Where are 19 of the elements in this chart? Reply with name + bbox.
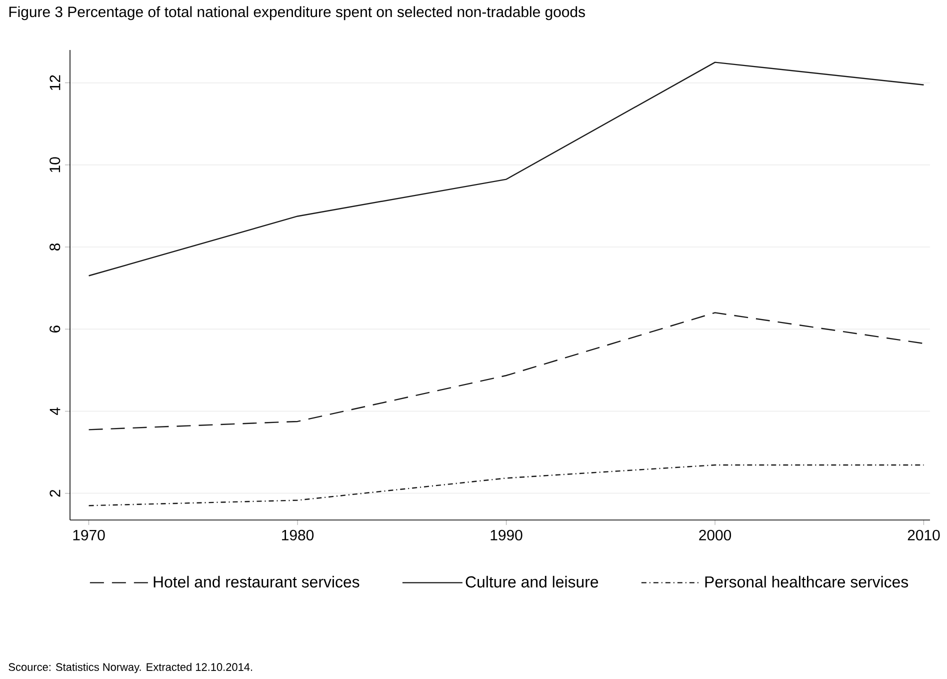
x-tick-label: 1970 xyxy=(73,530,105,540)
y-tick-label: 8 xyxy=(50,244,60,251)
x-tick-label: 1980 xyxy=(282,530,314,540)
y-tick-label: 10 xyxy=(50,157,60,172)
legend-label: Culture and leisure xyxy=(466,576,598,588)
line-series xyxy=(88,312,924,430)
x-tick-label: 1990 xyxy=(490,530,522,540)
y-tick-label: 2 xyxy=(50,490,60,497)
line-series xyxy=(88,464,924,506)
line-series xyxy=(88,62,924,276)
text: Scource: Statistics Norway. Extracted 12.10.2014. xyxy=(8,662,252,674)
legend-label: Personal healthcare services xyxy=(705,576,908,588)
x-tick-label: 2000 xyxy=(699,530,732,540)
x-tick-label: 2010 xyxy=(908,530,940,540)
y-tick-label: 4 xyxy=(50,407,60,416)
y-tick-label: 6 xyxy=(50,326,60,332)
legend-label: Hotel and restaurant services xyxy=(154,576,360,588)
y-tick-label: 12 xyxy=(50,75,60,90)
chart-title: Figure 3 Percentage of total national expenditure spent on selected non-tradable goods xyxy=(9,6,585,20)
